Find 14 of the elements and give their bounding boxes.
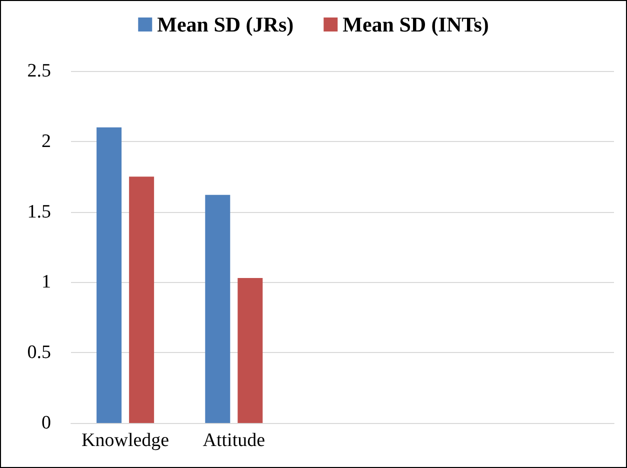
x-tick-label: Knowledge (82, 430, 170, 451)
legend-label: Mean SD (JRs) (157, 12, 294, 36)
x-tick-label: Attitude (202, 430, 266, 451)
y-tick-label: 0 (42, 412, 51, 434)
y-tick-label: 0.5 (27, 342, 51, 364)
y-tick-label: 1.5 (27, 201, 51, 222)
bar (205, 194, 230, 423)
legend-label: Mean SD (INTs) (342, 12, 489, 36)
bar (238, 278, 263, 423)
y-tick-label: 2.5 (27, 60, 51, 82)
y-tick-label: 2 (42, 130, 51, 152)
bar (129, 176, 154, 423)
bar (96, 127, 122, 423)
y-tick-label: 1 (42, 272, 51, 293)
